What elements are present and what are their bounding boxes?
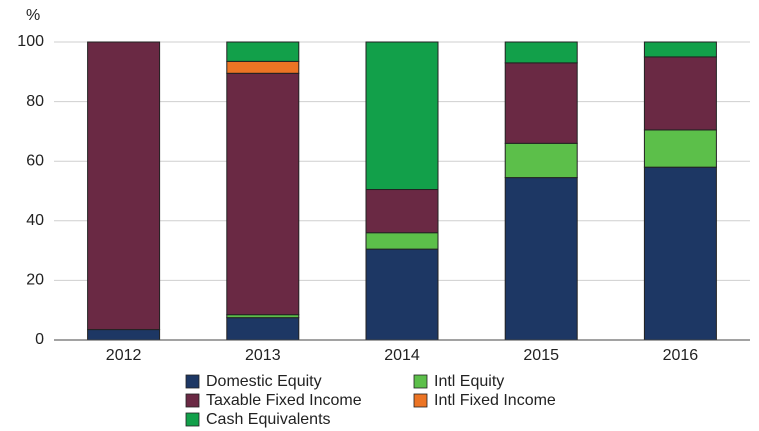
legend-label: Cash Equivalents (206, 411, 331, 428)
x-tick-label: 2016 (663, 347, 699, 364)
x-tick-label: 2013 (245, 347, 281, 364)
legend-swatch (185, 393, 200, 408)
bar-segment (504, 62, 578, 144)
y-tick-label: 80 (26, 93, 44, 110)
bar-segment (643, 166, 717, 341)
bar-segment (504, 41, 578, 64)
bar-segment (365, 248, 439, 341)
legend-label: Intl Fixed Income (434, 392, 556, 409)
legend-swatch (185, 374, 200, 389)
legend-swatch (413, 374, 428, 389)
y-tick-label: 100 (17, 33, 44, 50)
bar-segment (643, 56, 717, 131)
y-tick-label: 20 (26, 272, 44, 289)
bar-segment (226, 317, 300, 341)
x-tick-label: 2014 (384, 347, 420, 364)
legend-swatch (413, 393, 428, 408)
x-tick-label: 2015 (523, 347, 559, 364)
legend-label: Taxable Fixed Income (206, 392, 362, 409)
bar-segment (365, 41, 439, 191)
y-axis-label: % (26, 7, 40, 24)
legend-swatch (185, 412, 200, 427)
y-tick-label: 60 (26, 152, 44, 169)
bar-segment (226, 72, 300, 316)
y-tick-label: 40 (26, 212, 44, 229)
y-tick-label: 0 (35, 331, 44, 348)
bar-segment (226, 41, 300, 62)
bar-segment (643, 41, 717, 58)
legend-label: Domestic Equity (206, 373, 322, 390)
bar-segment (87, 329, 161, 341)
x-tick-label: 2012 (106, 347, 142, 364)
legend-label: Intl Equity (434, 373, 504, 390)
bar-segment (643, 129, 717, 168)
bar-segment (365, 189, 439, 234)
bar-segment (504, 177, 578, 341)
bar-segment (226, 60, 300, 74)
bar-segment (87, 41, 161, 331)
bar-segment (365, 232, 439, 250)
bar-segment (504, 142, 578, 179)
